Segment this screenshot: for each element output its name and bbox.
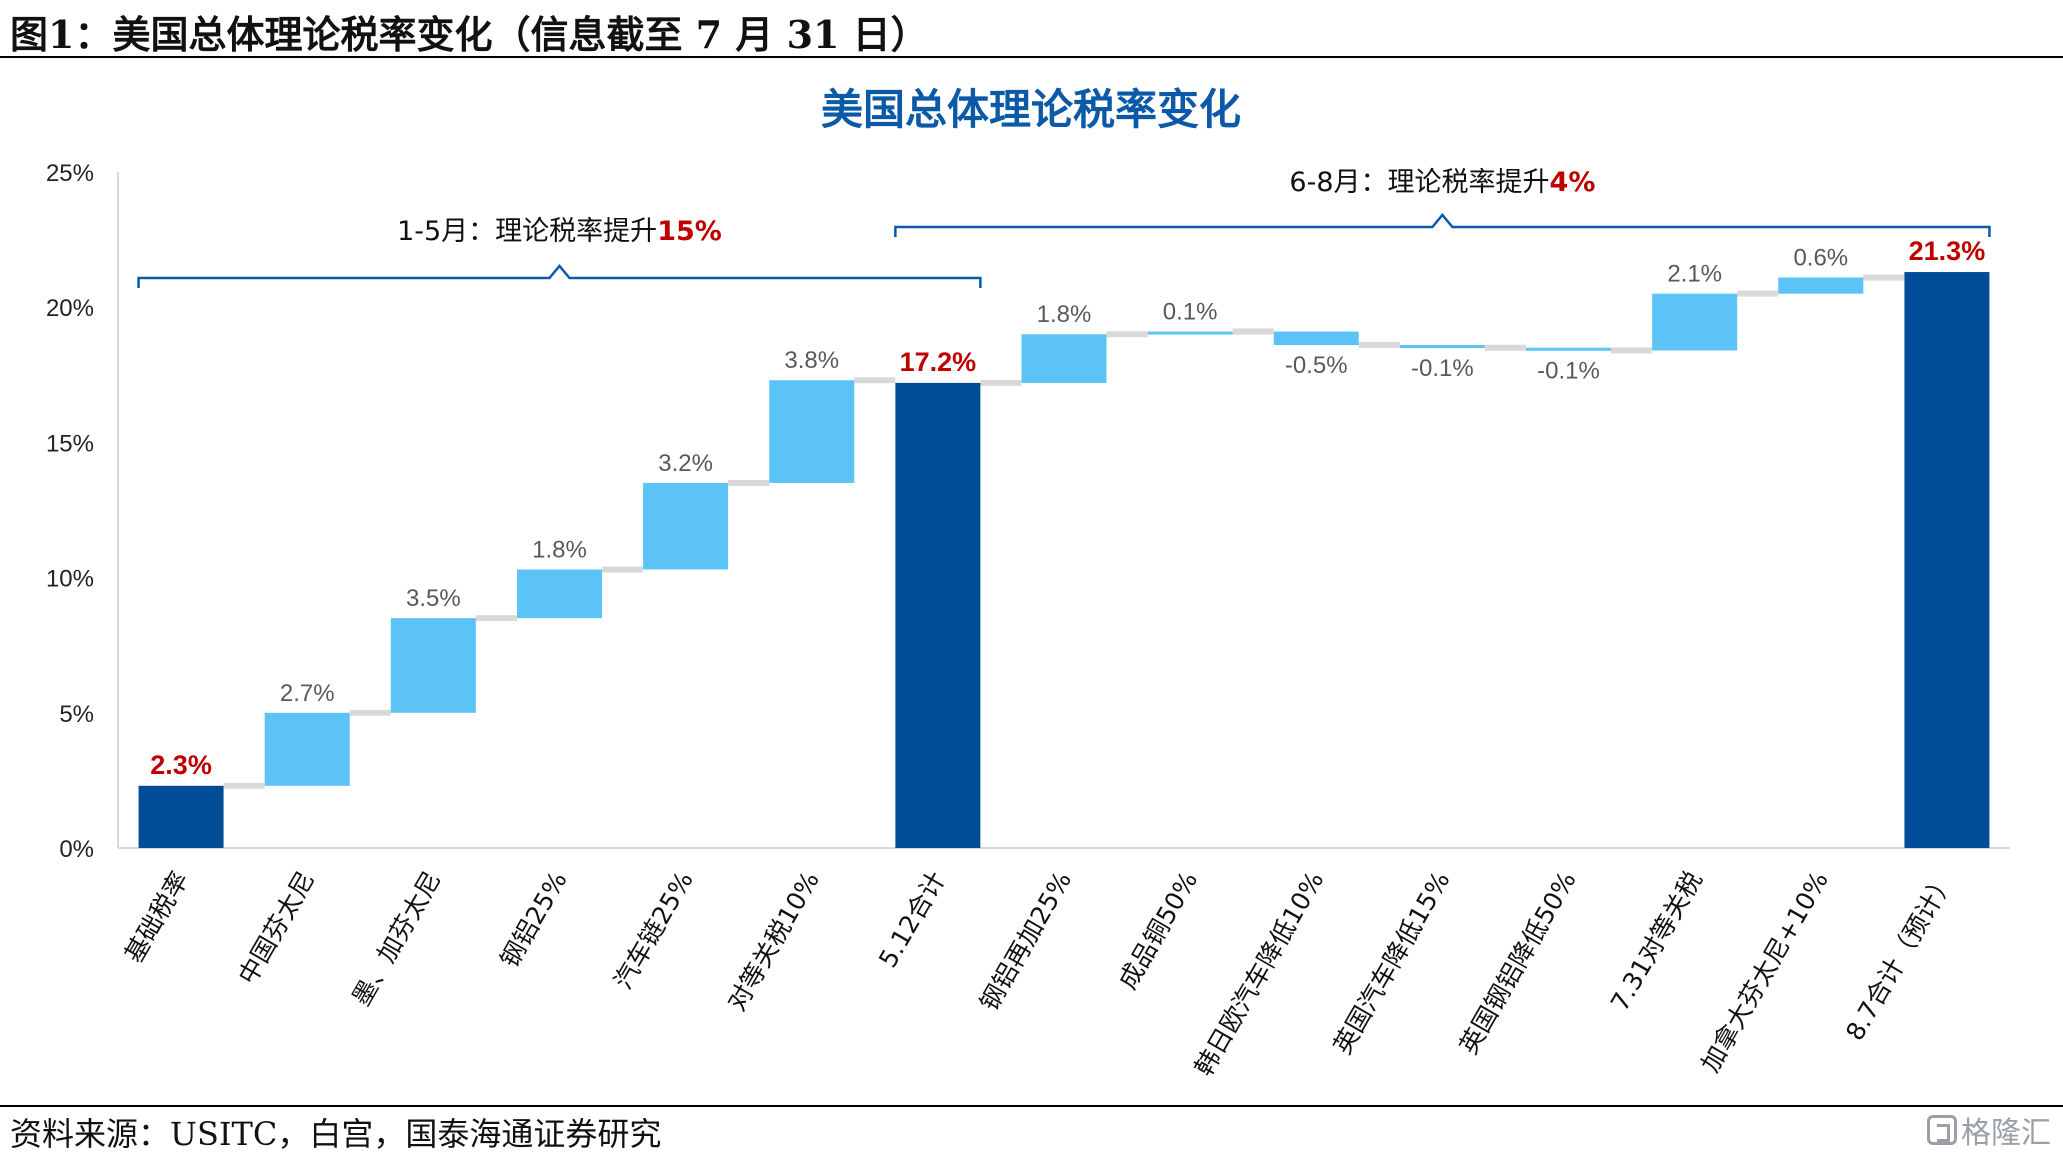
increment-bar (1147, 331, 1233, 335)
x-tick-labels: 基础税率 中国芬太尼 墨、加芬太尼 钢铝25% 汽车链25% 对等关税10% 5.12合计钢… (119, 867, 1960, 1081)
bars (138, 272, 1990, 849)
x-tick-label: 英国钢铝降低50% (1454, 867, 1582, 1060)
axes: 0% 5% 10% 15% 20% 25% (46, 160, 2010, 863)
data-label: 3.8% (784, 347, 839, 374)
data-label: 2.1% (1667, 261, 1722, 288)
connector-lines (223, 274, 1905, 789)
annotation-bracket (894, 213, 1991, 237)
x-tick-label: 墨、加芬太尼 (346, 867, 446, 1011)
x-tick-label: 成品铜50% (1113, 867, 1203, 995)
x-tick-label: 汽车链25% (608, 867, 698, 995)
x-tick-label: 8.7合计（预计） (1840, 867, 1960, 1046)
increment-bar (1021, 334, 1107, 383)
y-tick-label: 0% (59, 836, 94, 863)
waterfall-chart: 美国总体理论税率变化 0% 5% 10% 15% 20% 25% 2.3% 2.7% 3.5%… (46, 85, 2010, 1081)
data-label: -0.5% (1285, 352, 1348, 379)
increment-bar (1778, 277, 1864, 294)
increment-bar (264, 712, 350, 786)
x-tick-label: 中国芬太尼 (233, 867, 321, 990)
x-tick-label: 钢铝25% (495, 867, 573, 973)
data-label: 1.8% (532, 536, 587, 563)
data-labels: 2.3% 2.7% 3.5% 1.8% 3.2% 3.8% 17.2% 1.8% 0.1% -0.… (150, 236, 1985, 780)
data-label: 3.5% (406, 585, 461, 612)
data-label: 2.7% (280, 680, 335, 707)
data-label: -0.1% (1537, 357, 1600, 384)
y-tick-label: 15% (46, 430, 94, 457)
increment-bar (390, 618, 476, 713)
y-tick-label: 10% (46, 566, 94, 593)
x-tick-label: 基础税率 (119, 867, 194, 968)
y-tick-label: 5% (59, 701, 94, 728)
increment-bar (769, 380, 855, 483)
x-tick-label: 英国汽车降低15% (1328, 867, 1456, 1060)
x-tick-label: 5.12合计 (873, 867, 951, 973)
x-tick-label: 钢铝再加25% (974, 867, 1077, 1016)
data-label: 17.2% (900, 347, 977, 377)
x-tick-label: 韩日欧汽车降低10% (1189, 867, 1329, 1081)
top-divider (0, 56, 2063, 58)
annotation-text: 6-8月：理论税率提升4% (1289, 167, 1595, 198)
figure-caption: 图1：美国总体理论税率变化（信息截至 7 月 31 日） (10, 12, 929, 57)
increment-bar (643, 482, 729, 570)
increment-bar (1273, 331, 1359, 346)
source-note: 资料来源：USITC，白宫，国泰海通证券研究 (10, 1115, 662, 1153)
annotation-bracket (137, 264, 982, 288)
data-label: -0.1% (1411, 355, 1474, 382)
watermark-text: 格隆汇 (1961, 1116, 2051, 1151)
bottom-divider (0, 1105, 2063, 1107)
increment-bar (516, 569, 602, 619)
increment-bar (1399, 345, 1485, 349)
watermark: 格隆汇 (1927, 1108, 2051, 1152)
total-bar (1904, 272, 1990, 849)
increment-bar (1526, 347, 1612, 351)
data-label: 3.2% (658, 450, 713, 477)
total-bar (895, 382, 981, 848)
data-label: 0.1% (1163, 299, 1218, 326)
x-tick-label: 对等关税10% (722, 867, 825, 1016)
increment-bar (1652, 293, 1738, 351)
y-tick-label: 20% (46, 295, 94, 322)
x-tick-label: 7.31对等关税 (1605, 867, 1708, 1016)
data-label: 0.6% (1793, 244, 1848, 271)
annotations: 1-5月：理论税率提升15% 6-8月：理论税率提升4% (137, 167, 1991, 288)
data-label: 21.3% (1909, 236, 1986, 266)
x-tick-label: 加拿大芬太尼+10% (1696, 867, 1834, 1078)
annotation-text: 1-5月：理论税率提升15% (397, 216, 722, 247)
data-label: 2.3% (150, 750, 212, 780)
total-bar (138, 785, 224, 848)
chart-title: 美国总体理论税率变化 (821, 85, 1241, 134)
y-tick-label: 25% (46, 160, 94, 187)
data-label: 1.8% (1037, 301, 1092, 328)
watermark-logo-icon (1927, 1115, 1957, 1145)
